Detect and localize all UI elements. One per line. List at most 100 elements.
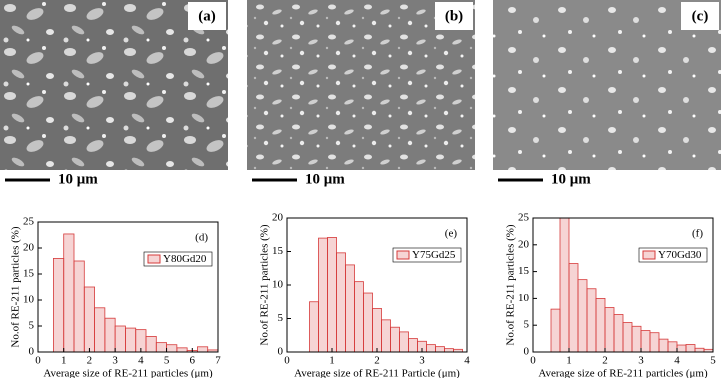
x-tick-label: 0	[284, 355, 290, 367]
legend-label: Y80Gd20	[163, 253, 207, 265]
x-tick-label: 7	[215, 355, 221, 367]
legend-box	[392, 247, 462, 263]
y-axis-label: No.of RE-211 particles (%)	[259, 224, 271, 346]
x-tick-label: 4	[674, 355, 680, 367]
plot-frame	[532, 217, 714, 353]
x-tick-label: 3	[638, 355, 644, 367]
x-tick-label: 1	[329, 355, 335, 367]
bar	[568, 263, 579, 353]
x-tick-label: 0	[35, 355, 41, 367]
bar	[444, 348, 454, 353]
panel-label: (a)	[198, 8, 216, 24]
bar	[363, 292, 373, 353]
x-tick-label: 1	[566, 355, 572, 367]
y-tick-label: 20	[272, 212, 284, 224]
bar	[63, 233, 75, 353]
bar	[658, 338, 669, 353]
bar	[426, 344, 436, 353]
bar	[125, 327, 137, 353]
scale-bar-label: 10 μm	[551, 171, 591, 187]
panel-label: (f)	[692, 228, 703, 240]
y-tick-label: 15	[272, 245, 284, 257]
bar	[114, 325, 126, 353]
bar	[595, 297, 606, 353]
bar	[622, 322, 633, 353]
bar	[435, 346, 445, 353]
legend-label: Y70Gd30	[658, 249, 702, 261]
legend-box	[143, 251, 213, 267]
y-tick-label: 0	[524, 346, 530, 358]
bar	[586, 288, 597, 353]
y-tick-label: 25	[23, 216, 35, 228]
bar	[550, 308, 561, 353]
bar	[197, 346, 209, 353]
x-tick-label: 4	[138, 355, 144, 367]
y-tick-label: 5	[278, 312, 284, 324]
y-tick-label: 20	[518, 238, 530, 250]
y-tick-label: 15	[23, 268, 35, 280]
legend-swatch	[147, 254, 161, 264]
bar	[381, 319, 391, 353]
x-tick-label: 5	[710, 355, 716, 367]
bar	[372, 308, 382, 353]
legend-label: Y75Gd25	[412, 249, 456, 261]
legend-swatch	[396, 250, 410, 260]
panel-label: (d)	[195, 232, 208, 244]
y-tick-label: 5	[29, 320, 35, 332]
x-tick-label: 6	[190, 355, 196, 367]
x-tick-label: 3	[112, 355, 118, 367]
bar	[73, 260, 85, 353]
bar	[390, 326, 400, 353]
bar	[145, 335, 157, 353]
x-tick-label: 2	[374, 355, 380, 367]
y-tick-label: 10	[518, 292, 530, 304]
bar	[667, 341, 678, 353]
x-tick-label: 5	[164, 355, 170, 367]
bar	[155, 342, 167, 353]
bar	[649, 332, 660, 353]
y-axis-label: No.of RE-211 particles (%)	[10, 226, 22, 348]
y-axis-label: No.of RE-211 particles (%)	[505, 224, 517, 346]
bar	[176, 347, 188, 353]
scale-bar-label: 10 μm	[305, 171, 345, 187]
y-tick-label: 10	[23, 294, 35, 306]
x-tick-label: 3	[419, 355, 425, 367]
bar	[104, 317, 116, 353]
x-axis-label: Average size of RE-211 particles (μm)	[43, 368, 213, 378]
bar	[577, 279, 588, 353]
panel-label: (e)	[445, 228, 458, 240]
bar	[53, 257, 65, 353]
panel-label: (b)	[445, 8, 463, 24]
y-tick-label: 25	[518, 212, 530, 224]
y-tick-label: 20	[23, 242, 35, 254]
bar	[399, 331, 409, 353]
x-tick-label: 1	[61, 355, 67, 367]
bar	[327, 237, 337, 353]
x-tick-label: 2	[602, 355, 608, 367]
y-tick-label: 10	[272, 279, 284, 291]
y-tick-label: 0	[278, 346, 284, 358]
bar	[685, 344, 696, 353]
label-box	[681, 2, 719, 30]
scale-bar-label: 10 μm	[58, 171, 98, 187]
bar	[676, 344, 687, 353]
x-tick-label: 2	[87, 355, 93, 367]
bar	[309, 301, 319, 353]
bar	[640, 330, 651, 353]
plot-frame	[37, 221, 219, 353]
x-axis-label: Average size of RE-211 Particle (μm)	[294, 368, 460, 378]
bar	[345, 264, 355, 353]
x-axis-label: Average size of RE-211 particles (μm)	[538, 368, 708, 378]
bar	[166, 344, 178, 353]
y-tick-label: 5	[524, 319, 530, 331]
bar	[318, 237, 328, 353]
panel-label: (c)	[692, 8, 709, 24]
bar	[604, 307, 615, 353]
bar	[94, 307, 106, 353]
x-tick-label: 4	[464, 355, 470, 367]
label-box	[188, 2, 226, 30]
bar	[631, 325, 642, 353]
bar	[408, 338, 418, 353]
bar	[559, 217, 570, 353]
